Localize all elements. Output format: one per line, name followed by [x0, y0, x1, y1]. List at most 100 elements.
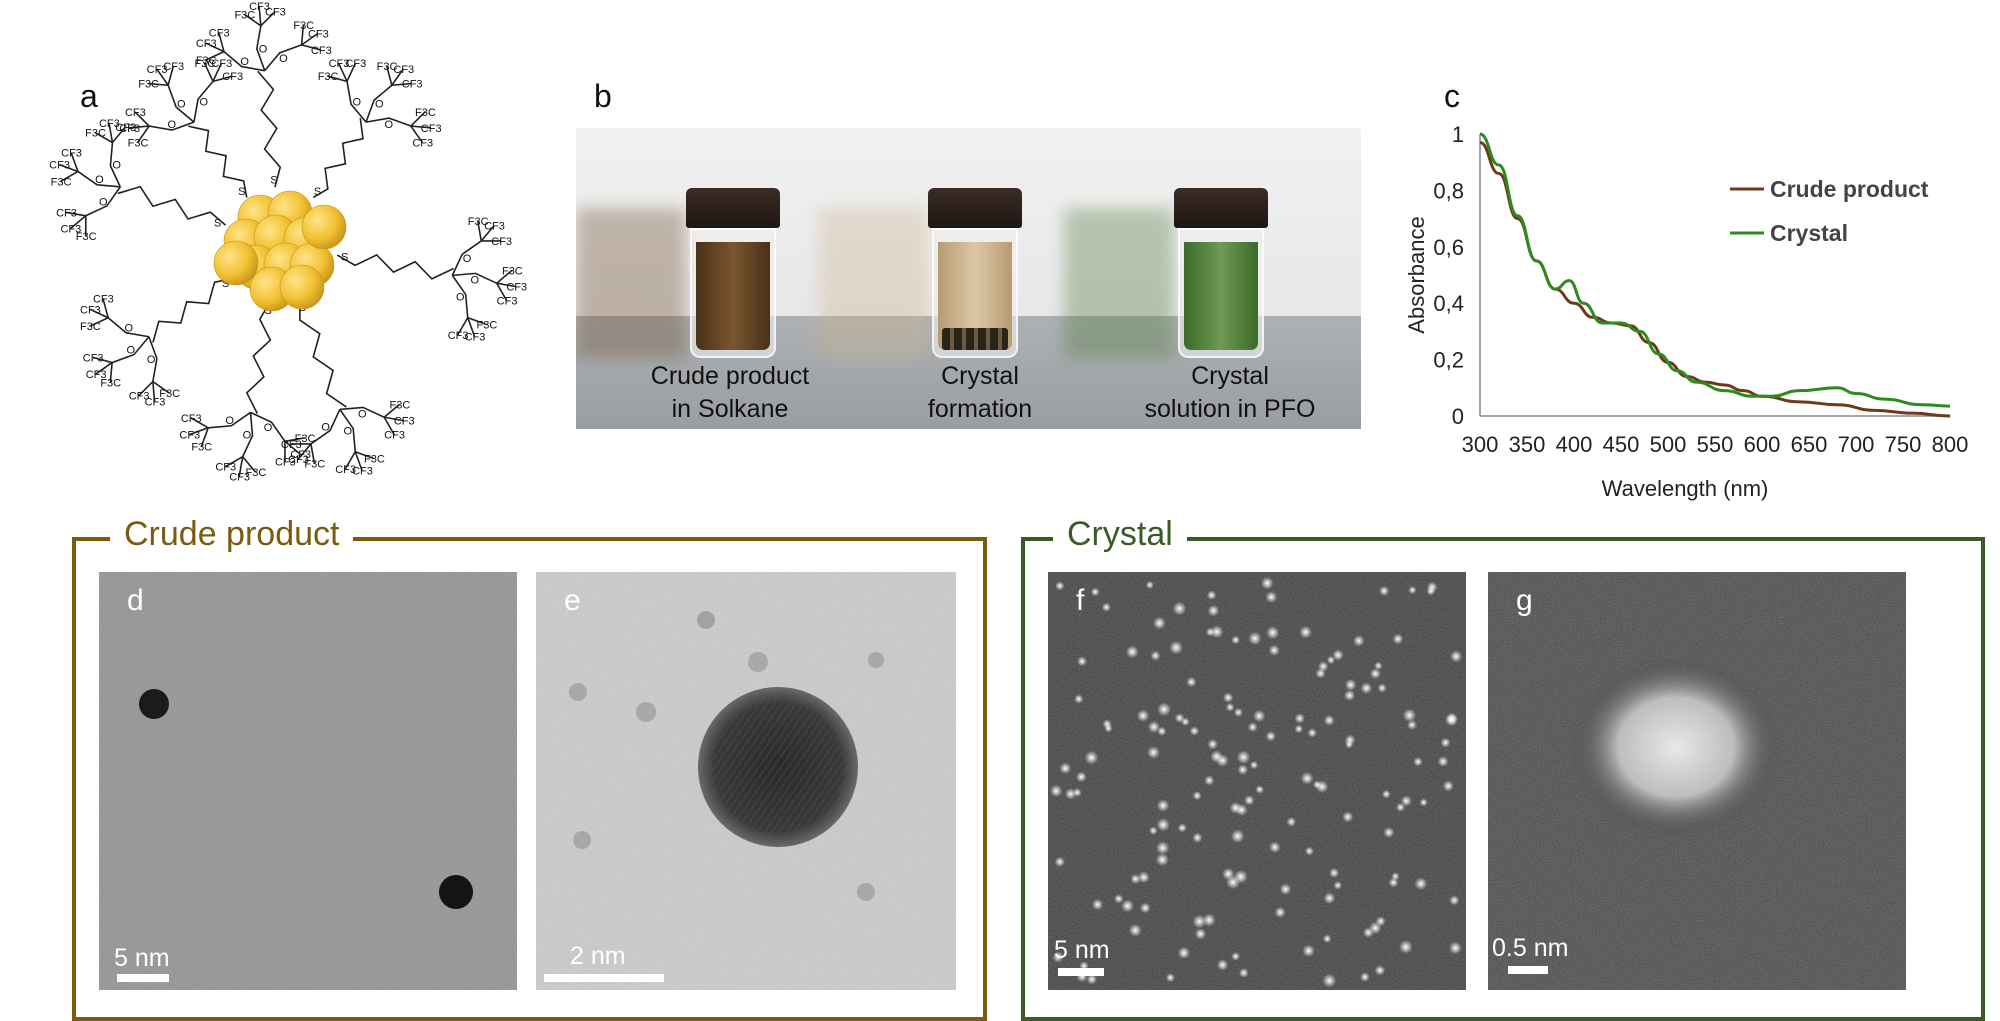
svg-text:CF3: CF3	[275, 456, 296, 468]
nanocluster-dot	[1222, 692, 1234, 703]
scalebar-label-e: 2 nm	[570, 942, 626, 970]
svg-text:CF3: CF3	[402, 79, 423, 91]
svg-text:F3C: F3C	[377, 61, 398, 73]
svg-text:CF3: CF3	[448, 330, 469, 342]
nanocluster-dot	[1181, 717, 1190, 727]
panel-label-a: a	[80, 78, 98, 114]
svg-text:F3C: F3C	[195, 58, 216, 70]
y-tick-label: 0,8	[1433, 178, 1464, 203]
x-tick-label: 700	[1838, 432, 1875, 457]
nanocluster-dot	[1145, 580, 1154, 590]
svg-text:CF3: CF3	[181, 413, 202, 425]
legend-label: Crystal	[1770, 220, 1848, 246]
svg-text:CF3: CF3	[281, 439, 302, 451]
nanocluster-dot	[1398, 940, 1413, 954]
y-tick-label: 0,2	[1433, 348, 1464, 373]
svg-text:F3C: F3C	[159, 388, 180, 400]
svg-text:O: O	[344, 426, 353, 438]
nanocluster-dot	[1236, 750, 1251, 764]
nanocluster-dot	[1333, 881, 1343, 890]
nanocluster-dot	[1238, 967, 1249, 978]
nanocluster-dot	[1121, 899, 1135, 913]
nanocluster-dot	[1360, 682, 1373, 695]
y-tick-label: 1	[1452, 122, 1464, 147]
svg-text:CF3: CF3	[99, 118, 120, 130]
nanoparticle	[439, 875, 473, 909]
crystal-frame	[1021, 537, 1985, 1021]
nanocluster-dot	[1225, 702, 1235, 712]
nanocluster-dot	[1055, 581, 1065, 591]
svg-text:F3C: F3C	[128, 137, 149, 149]
nanocluster-dot	[1408, 585, 1417, 595]
svg-text:CF3: CF3	[465, 331, 486, 343]
nanocluster-dot	[1363, 927, 1374, 938]
svg-text:CF3: CF3	[83, 352, 104, 364]
svg-text:F3C: F3C	[196, 55, 217, 67]
nanocluster-dot	[1413, 756, 1423, 767]
svg-text:CF3: CF3	[308, 28, 329, 40]
svg-text:O: O	[264, 422, 273, 434]
nanocluster-dot	[1442, 780, 1454, 792]
svg-text:O: O	[375, 99, 384, 111]
svg-text:CF3: CF3	[290, 449, 311, 461]
nanocluster-dot	[1400, 795, 1412, 807]
legend-label: Crude product	[1770, 176, 1929, 202]
vials-photo	[576, 128, 1361, 429]
nanocluster-dot	[1342, 811, 1354, 823]
x-tick-label: 550	[1697, 432, 1734, 457]
nanocluster-dot	[1344, 678, 1357, 691]
nanocluster-dot	[1059, 762, 1072, 775]
nanocluster-dot	[1407, 719, 1418, 730]
nanocluster-dot	[1230, 829, 1245, 844]
scalebar-d	[117, 974, 169, 982]
svg-text:CF3: CF3	[80, 304, 101, 316]
svg-text:CF3: CF3	[352, 466, 373, 478]
panel-label-f: f	[1076, 584, 1085, 617]
nanocluster-dot	[1322, 973, 1337, 988]
svg-text:F3C: F3C	[246, 467, 267, 479]
svg-text:O: O	[463, 253, 472, 265]
nanocluster-dot	[1210, 625, 1224, 639]
svg-text:CF3: CF3	[179, 430, 200, 442]
nanocluster-dot	[1268, 644, 1280, 656]
panel-label-b: b	[594, 78, 612, 114]
nanocluster-dot	[1274, 906, 1286, 918]
svg-text:F3C: F3C	[100, 378, 121, 390]
nanocluster-dot	[1177, 823, 1187, 833]
nanocluster-dot	[1194, 928, 1207, 940]
svg-text:O: O	[99, 196, 108, 208]
scalebar-label-f: 5 nm	[1054, 936, 1110, 964]
nanocluster-dot	[1300, 771, 1314, 785]
nanocluster-dot	[1266, 626, 1280, 640]
crystal-flakes	[942, 328, 1008, 350]
nanocluster-dot	[1244, 795, 1255, 806]
series-line-crystal	[1479, 132, 1951, 408]
nanocluster-dot	[1445, 712, 1458, 725]
scalebar-e	[544, 974, 664, 982]
nanocluster-dot	[1322, 934, 1332, 944]
nanocluster-dot	[1378, 585, 1390, 597]
svg-text:CF3: CF3	[163, 61, 184, 73]
nanocluster-dot	[1084, 750, 1099, 765]
nanocluster-dot	[1260, 576, 1274, 590]
svg-text:O: O	[353, 97, 362, 109]
nanocluster-dot	[1307, 728, 1317, 738]
nanocluster-dot	[1299, 625, 1312, 639]
svg-text:F3C: F3C	[51, 176, 72, 188]
nanocluster-dot	[1231, 635, 1241, 645]
svg-text:O: O	[259, 43, 268, 55]
nanocluster-dot	[1450, 650, 1463, 663]
svg-text:CF3: CF3	[196, 38, 217, 50]
svg-text:CF3: CF3	[384, 430, 405, 442]
y-tick-label: 0	[1452, 404, 1464, 429]
micrograph-d: d 5 nm	[99, 572, 517, 990]
nanocluster-dot	[1248, 631, 1262, 646]
nanocluster-dot	[1383, 826, 1395, 838]
svg-text:F3C: F3C	[80, 321, 101, 333]
svg-text:F3C: F3C	[502, 265, 523, 277]
nanocluster-dot	[1395, 802, 1406, 812]
nanocluster-dot	[1318, 661, 1329, 672]
nanocluster-dot	[1086, 974, 1098, 985]
svg-text:F3C: F3C	[468, 216, 489, 228]
svg-text:F3C: F3C	[138, 79, 159, 91]
